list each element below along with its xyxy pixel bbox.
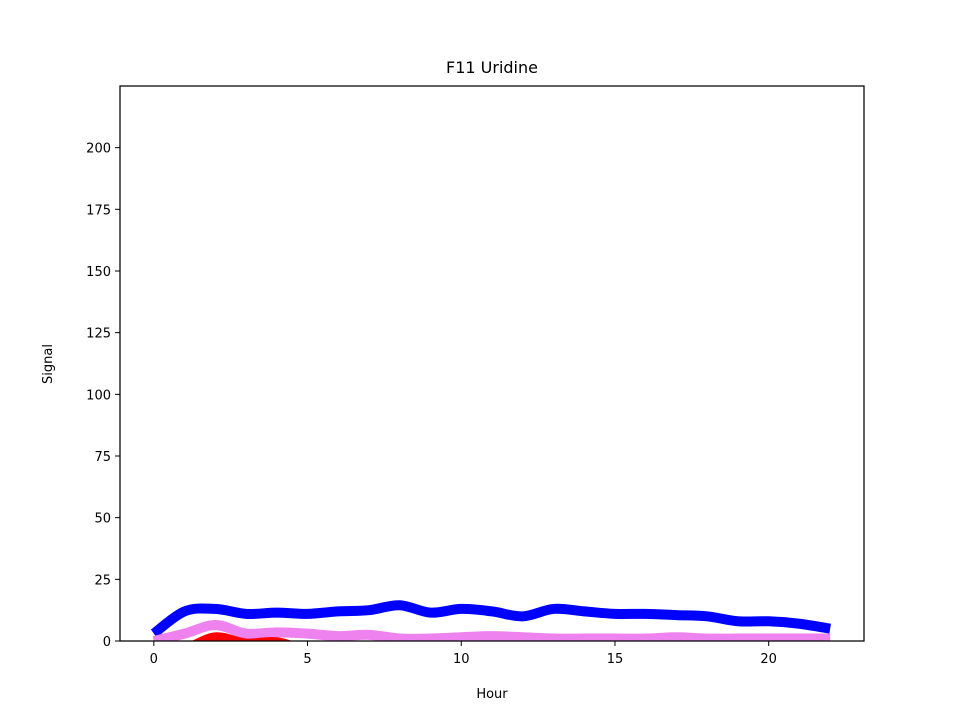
x-tick-label: 0 <box>150 652 158 667</box>
x-tick-label: 20 <box>760 652 777 667</box>
y-tick-label: 125 <box>86 327 111 342</box>
y-tick-label: 200 <box>86 142 111 157</box>
y-tick-label: 50 <box>94 512 111 527</box>
chart-title: F11 Uridine <box>446 58 538 77</box>
y-axis-label: Signal <box>41 344 56 384</box>
x-axis: 0 5 10 15 20 <box>150 641 777 667</box>
x-axis-label: Hour <box>476 687 508 702</box>
y-tick-label: 25 <box>94 573 111 588</box>
x-tick-label: 10 <box>453 652 470 667</box>
series-layer <box>150 600 831 641</box>
x-tick-label: 5 <box>303 652 311 667</box>
x-tick-label: 15 <box>607 652 624 667</box>
y-tick-label: 100 <box>86 388 111 403</box>
y-tick-label: 150 <box>86 265 111 280</box>
series-line-1 <box>150 600 831 638</box>
y-tick-label: 75 <box>94 450 111 465</box>
series-line-2 <box>152 619 831 641</box>
plot-frame <box>119 85 865 642</box>
y-tick-label: 0 <box>103 635 111 650</box>
y-axis: 0 25 50 75 100 125 150 175 200 <box>86 142 120 650</box>
y-tick-label: 175 <box>86 203 111 218</box>
